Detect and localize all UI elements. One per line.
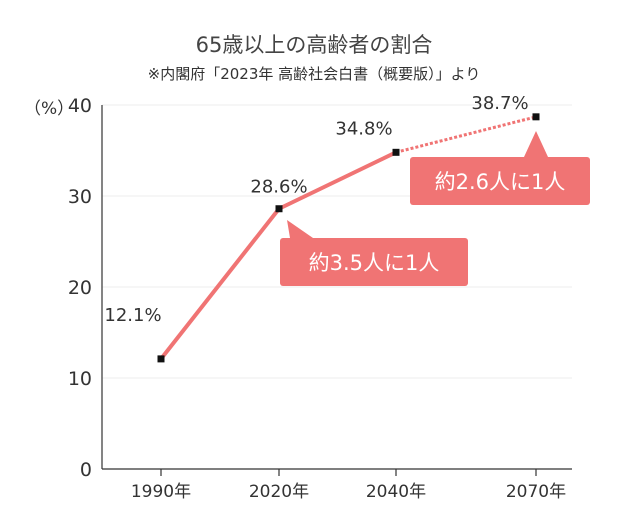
axes xyxy=(101,105,572,476)
y-tick-label-40: 40 xyxy=(68,95,92,117)
callout-box-0 xyxy=(280,238,468,286)
callout-box-1 xyxy=(410,157,590,205)
data-label-3: 38.7% xyxy=(471,93,528,114)
y-tick-label-20: 20 xyxy=(68,277,92,299)
callout-0: 約3.5人に1人 xyxy=(280,220,468,286)
y-tick-label-0: 0 xyxy=(80,459,92,481)
data-label-2: 34.8% xyxy=(335,118,392,139)
x-tick-label-1: 2020年 xyxy=(249,482,309,502)
chart-title: 65歳以上の高齢者の割合 xyxy=(196,33,433,57)
callout-text-0: 約3.5人に1人 xyxy=(309,251,440,275)
data-point-1 xyxy=(275,205,283,213)
y-tick-label-10: 10 xyxy=(68,368,92,390)
callouts: 約3.5人に1人 約2.6人に1人 xyxy=(280,131,590,286)
callout-1: 約2.6人に1人 xyxy=(410,131,590,205)
callout-text-1: 約2.6人に1人 xyxy=(435,170,566,194)
data-markers xyxy=(157,113,540,363)
grid-lines xyxy=(102,104,572,379)
data-point-0 xyxy=(157,355,165,363)
data-point-2 xyxy=(392,148,400,156)
data-point-3 xyxy=(532,113,540,121)
data-labels: 12.1% 28.6% 34.8% 38.7% xyxy=(104,93,528,326)
callout-pointer-1 xyxy=(524,131,548,157)
projected-segment-2 xyxy=(395,115,537,154)
x-tick-label-3: 2070年 xyxy=(506,482,566,502)
x-tick-labels: 1990年 2020年 2040年 2070年 xyxy=(131,482,566,502)
y-axis-unit: （%） xyxy=(24,99,74,119)
callout-pointer-0 xyxy=(287,220,313,238)
data-label-0: 12.1% xyxy=(104,305,161,326)
line-segment-1 xyxy=(278,150,397,211)
chart-subtitle: ※内閣府「2023年 高齢社会白書（概要版）」より xyxy=(148,65,481,83)
y-tick-labels: 0 10 20 30 40 xyxy=(68,95,92,481)
y-tick-label-30: 30 xyxy=(68,186,92,208)
x-tick-label-2: 2040年 xyxy=(366,482,426,502)
line-segment-0 xyxy=(159,207,281,361)
series-line xyxy=(159,115,537,361)
data-label-1: 28.6% xyxy=(250,177,307,198)
x-tick-label-0: 1990年 xyxy=(131,482,191,502)
